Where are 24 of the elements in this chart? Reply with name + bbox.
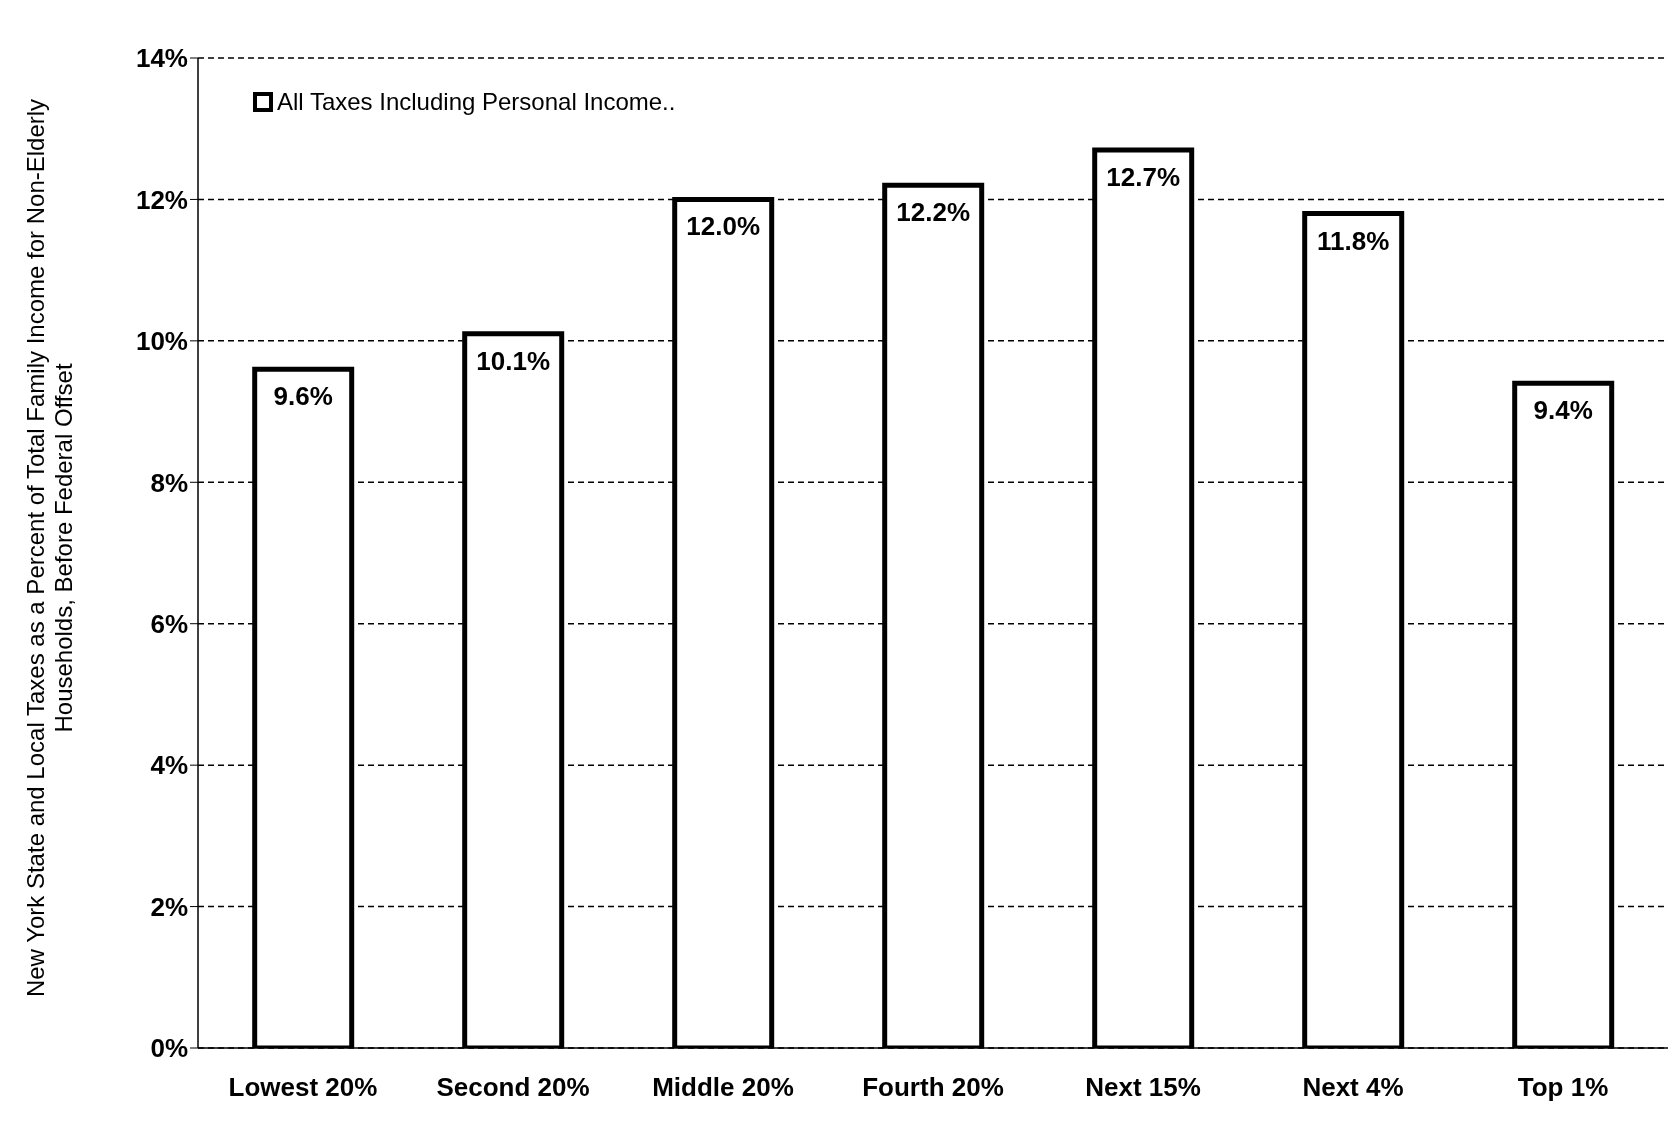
y-tick-label: 14% <box>135 43 188 74</box>
y-tick-label: 12% <box>135 184 188 215</box>
y-tick-label: 0% <box>150 1033 188 1064</box>
y-tick-label: 4% <box>150 750 188 781</box>
data-label: 12.2% <box>896 197 971 228</box>
data-label: 12.7% <box>1106 161 1181 192</box>
y-axis-title: New York State and Local Taxes as a Percent of Total Family Income for Non-Elderly Households, Before Federal Offset <box>22 98 77 998</box>
y-tick-label: 10% <box>135 326 188 357</box>
data-label: 12.0% <box>686 211 761 242</box>
y-tick-label: 2% <box>150 891 188 922</box>
x-tick-label: Lowest 20% <box>228 1072 378 1103</box>
data-label: 10.1% <box>476 345 551 376</box>
x-tick-label: Next 15% <box>1085 1072 1201 1103</box>
x-tick-label: Fourth 20% <box>862 1072 1004 1103</box>
legend-label: All Taxes Including Personal Income.. <box>277 88 676 116</box>
x-tick-label: Top 1% <box>1517 1072 1609 1103</box>
data-label: 9.6% <box>273 381 333 412</box>
data-label: 9.4% <box>1533 395 1593 426</box>
data-label: 11.8% <box>1317 225 1390 256</box>
y-tick-label: 8% <box>150 467 188 498</box>
x-tick-label: Second 20% <box>436 1072 590 1103</box>
y-tick-label: 6% <box>150 608 188 639</box>
x-tick-label: Next 4% <box>1302 1072 1404 1103</box>
x-tick-label: Middle 20% <box>652 1072 794 1103</box>
